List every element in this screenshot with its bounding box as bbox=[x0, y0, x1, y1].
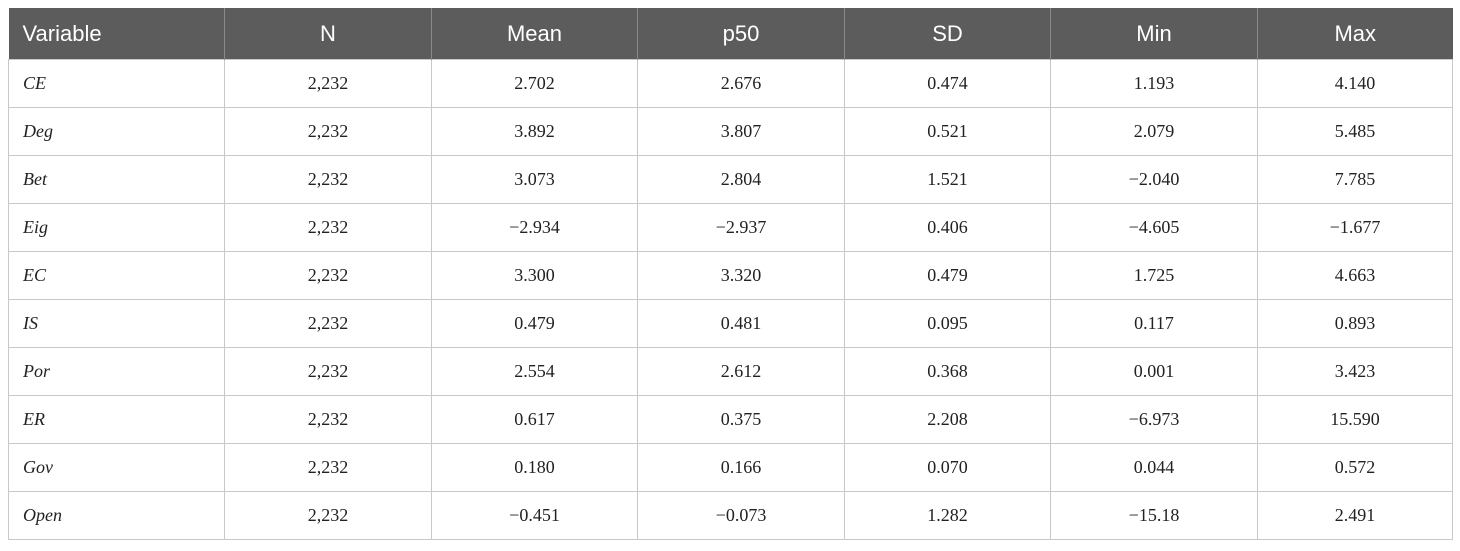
mean-cell: 2.702 bbox=[431, 59, 638, 108]
max-cell: 2.491 bbox=[1257, 491, 1453, 540]
mean-cell: 3.892 bbox=[431, 107, 638, 156]
header-cell-mean: Mean bbox=[431, 8, 638, 60]
variable-cell: Deg bbox=[8, 107, 225, 156]
table-row: Por 2,232 2.554 2.612 0.368 0.001 3.423 bbox=[8, 347, 1453, 396]
mean-cell: 3.300 bbox=[431, 251, 638, 300]
n-cell: 2,232 bbox=[224, 203, 432, 252]
p50-cell: 2.612 bbox=[637, 347, 845, 396]
header-cell-p50: p50 bbox=[637, 8, 845, 60]
mean-cell: 0.479 bbox=[431, 299, 638, 348]
sd-cell: 1.282 bbox=[844, 491, 1051, 540]
sd-cell: 0.474 bbox=[844, 59, 1051, 108]
table-row: Bet 2,232 3.073 2.804 1.521 −2.040 7.785 bbox=[8, 155, 1453, 204]
variable-cell: CE bbox=[8, 59, 225, 108]
sd-cell: 0.406 bbox=[844, 203, 1051, 252]
mean-cell: 2.554 bbox=[431, 347, 638, 396]
max-cell: 4.140 bbox=[1257, 59, 1453, 108]
sd-cell: 0.368 bbox=[844, 347, 1051, 396]
sd-cell: 0.095 bbox=[844, 299, 1051, 348]
n-cell: 2,232 bbox=[224, 107, 432, 156]
table-row: Open 2,232 −0.451 −0.073 1.282 −15.18 2.… bbox=[8, 491, 1453, 540]
sd-cell: 2.208 bbox=[844, 395, 1051, 444]
mean-cell: 3.073 bbox=[431, 155, 638, 204]
header-row: Variable N Mean p50 SD Min Max bbox=[8, 8, 1453, 60]
variable-cell: IS bbox=[8, 299, 225, 348]
min-cell: −15.18 bbox=[1050, 491, 1258, 540]
min-cell: −6.973 bbox=[1050, 395, 1258, 444]
p50-cell: 0.481 bbox=[637, 299, 845, 348]
min-cell: −2.040 bbox=[1050, 155, 1258, 204]
max-cell: 15.590 bbox=[1257, 395, 1453, 444]
header-cell-n: N bbox=[224, 8, 432, 60]
table-row: Eig 2,232 −2.934 −2.937 0.406 −4.605 −1.… bbox=[8, 203, 1453, 252]
max-cell: 0.572 bbox=[1257, 443, 1453, 492]
table-body: CE 2,232 2.702 2.676 0.474 1.193 4.140 D… bbox=[8, 59, 1453, 540]
sd-cell: 0.521 bbox=[844, 107, 1051, 156]
min-cell: 1.193 bbox=[1050, 59, 1258, 108]
max-cell: 3.423 bbox=[1257, 347, 1453, 396]
mean-cell: 0.180 bbox=[431, 443, 638, 492]
variable-cell: Eig bbox=[8, 203, 225, 252]
table-row: EC 2,232 3.300 3.320 0.479 1.725 4.663 bbox=[8, 251, 1453, 300]
max-cell: 7.785 bbox=[1257, 155, 1453, 204]
min-cell: 0.001 bbox=[1050, 347, 1258, 396]
header-cell-max: Max bbox=[1257, 8, 1453, 60]
min-cell: 2.079 bbox=[1050, 107, 1258, 156]
variable-cell: ER bbox=[8, 395, 225, 444]
variable-cell: Gov bbox=[8, 443, 225, 492]
sd-cell: 0.479 bbox=[844, 251, 1051, 300]
n-cell: 2,232 bbox=[224, 491, 432, 540]
max-cell: −1.677 bbox=[1257, 203, 1453, 252]
n-cell: 2,232 bbox=[224, 59, 432, 108]
header-cell-sd: SD bbox=[844, 8, 1051, 60]
variable-cell: Por bbox=[8, 347, 225, 396]
min-cell: 0.044 bbox=[1050, 443, 1258, 492]
max-cell: 0.893 bbox=[1257, 299, 1453, 348]
min-cell: 0.117 bbox=[1050, 299, 1258, 348]
table-row: IS 2,232 0.479 0.481 0.095 0.117 0.893 bbox=[8, 299, 1453, 348]
p50-cell: 3.320 bbox=[637, 251, 845, 300]
mean-cell: −2.934 bbox=[431, 203, 638, 252]
table-row: CE 2,232 2.702 2.676 0.474 1.193 4.140 bbox=[8, 59, 1453, 108]
sd-cell: 0.070 bbox=[844, 443, 1051, 492]
max-cell: 5.485 bbox=[1257, 107, 1453, 156]
n-cell: 2,232 bbox=[224, 395, 432, 444]
header-cell-variable: Variable bbox=[8, 8, 225, 60]
table-row: Deg 2,232 3.892 3.807 0.521 2.079 5.485 bbox=[8, 107, 1453, 156]
mean-cell: 0.617 bbox=[431, 395, 638, 444]
p50-cell: −0.073 bbox=[637, 491, 845, 540]
variable-cell: Bet bbox=[8, 155, 225, 204]
n-cell: 2,232 bbox=[224, 251, 432, 300]
sd-cell: 1.521 bbox=[844, 155, 1051, 204]
p50-cell: 2.676 bbox=[637, 59, 845, 108]
variable-cell: EC bbox=[8, 251, 225, 300]
min-cell: −4.605 bbox=[1050, 203, 1258, 252]
max-cell: 4.663 bbox=[1257, 251, 1453, 300]
p50-cell: −2.937 bbox=[637, 203, 845, 252]
table-row: ER 2,232 0.617 0.375 2.208 −6.973 15.590 bbox=[8, 395, 1453, 444]
n-cell: 2,232 bbox=[224, 443, 432, 492]
table-row: Gov 2,232 0.180 0.166 0.070 0.044 0.572 bbox=[8, 443, 1453, 492]
p50-cell: 3.807 bbox=[637, 107, 845, 156]
p50-cell: 0.375 bbox=[637, 395, 845, 444]
n-cell: 2,232 bbox=[224, 299, 432, 348]
min-cell: 1.725 bbox=[1050, 251, 1258, 300]
header-cell-min: Min bbox=[1050, 8, 1258, 60]
p50-cell: 2.804 bbox=[637, 155, 845, 204]
table-header: Variable N Mean p50 SD Min Max bbox=[8, 8, 1453, 60]
descriptive-statistics-table: Variable N Mean p50 SD Min Max CE 2,232 … bbox=[8, 8, 1453, 540]
descriptive-statistics-table-container: Variable N Mean p50 SD Min Max CE 2,232 … bbox=[8, 8, 1453, 540]
n-cell: 2,232 bbox=[224, 155, 432, 204]
n-cell: 2,232 bbox=[224, 347, 432, 396]
p50-cell: 0.166 bbox=[637, 443, 845, 492]
mean-cell: −0.451 bbox=[431, 491, 638, 540]
variable-cell: Open bbox=[8, 491, 225, 540]
